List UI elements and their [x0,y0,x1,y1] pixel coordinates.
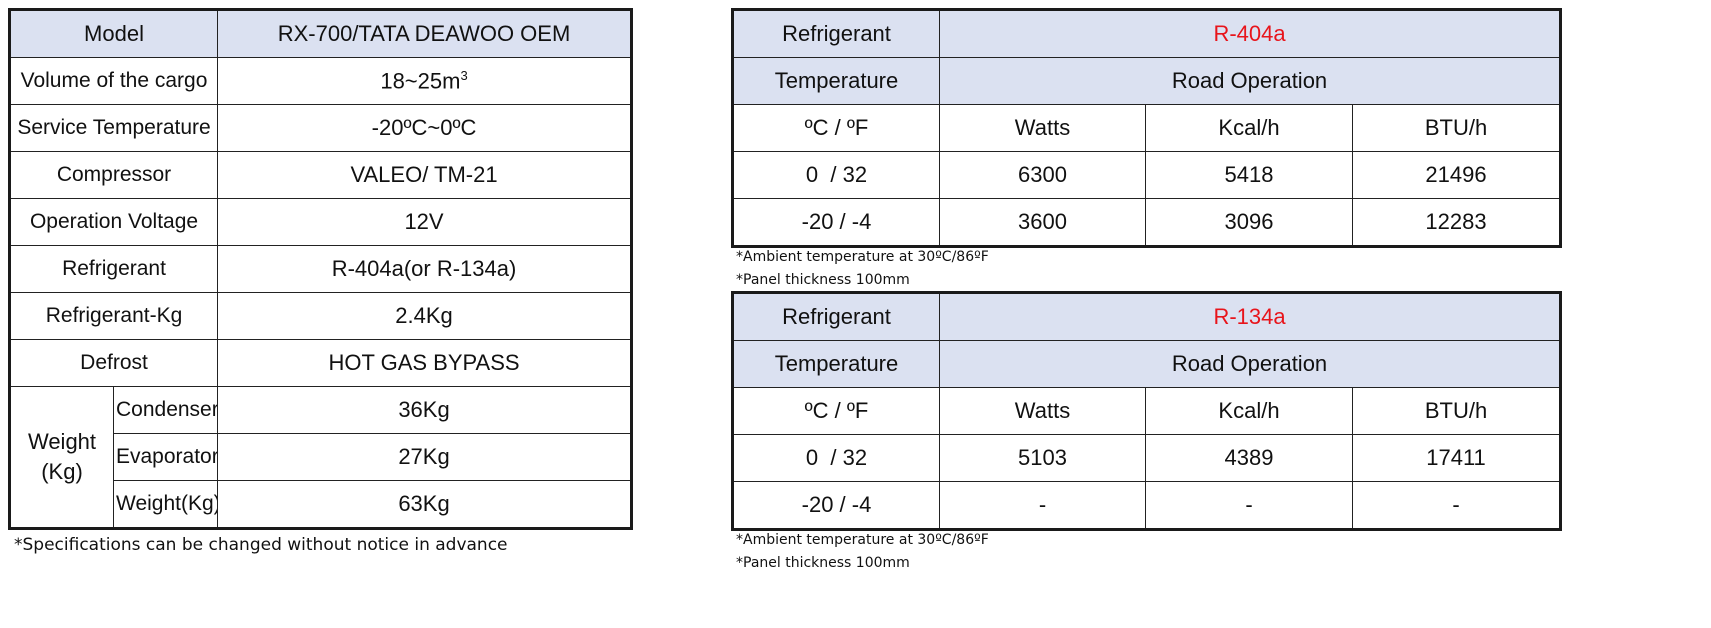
refrigerant-label: Refrigerant [733,293,940,341]
weight-unit-label: (Kg) [41,459,83,484]
temperature-label: Temperature [733,340,940,388]
spec-label: Defrost [9,339,219,387]
table-cell: 5103 [939,434,1146,482]
spec-value: 18~25m3 [217,57,632,105]
table-row: -20 / -4 3600 3096 12283 [733,198,1561,246]
table-cell: 4389 [1145,434,1353,482]
table-row: -20 / -4 - - - [733,481,1561,529]
column-header: BTU/h [1351,387,1561,435]
panel-footnote: *Panel thickness 100mm [736,555,910,571]
road-operation-label: Road Operation [938,57,1561,105]
spec-label: Refrigerant-Kg [9,292,219,340]
spec-value: VALEO/ TM-21 [217,151,632,199]
weight-value: 63Kg [217,480,632,528]
refrigerant-row: Refrigerant R-134a [733,293,1561,341]
weight-sub-label: Condenser [112,386,219,434]
column-header: ºC / ºF [733,104,940,152]
column-header: BTU/h [1351,104,1561,152]
weight-group-label: Weight (Kg) [10,386,114,528]
panel-footnote: *Panel thickness 100mm [736,272,910,288]
refrigerant-row: Refrigerant R-404a [733,10,1561,58]
refrigerant-value: R-134a [938,293,1561,341]
column-header: Watts [939,104,1146,152]
spec-table: Model RX-700/TATA DEAWOO OEM Volume of t… [7,8,634,530]
weight-sub-label: Weight(Kg) [112,480,219,528]
column-header: ºC / ºF [733,387,940,435]
spec-footnote: *Specifications can be changed without n… [14,535,508,555]
spec-row-model: Model RX-700/TATA DEAWOO OEM [9,10,632,58]
weight-row: Evaporator 27Kg [11,433,632,481]
spec-row: Service Temperature -20ºC~0ºC [9,104,632,152]
ambient-footnote: *Ambient temperature at 30ºC/86ºF [736,532,989,548]
spec-value: HOT GAS BYPASS [217,339,632,387]
table-row: 0 / 32 6300 5418 21496 [733,151,1561,199]
table-cell: -20 / -4 [733,481,940,529]
spec-row: Compressor VALEO/ TM-21 [9,151,632,199]
table-cell: - [939,481,1146,529]
temperature-label: Temperature [733,57,940,105]
column-header: Kcal/h [1145,387,1353,435]
table-row: 0 / 32 5103 4389 17411 [733,434,1561,482]
spec-row: Operation Voltage 12V [9,198,632,246]
table-cell: - [1145,481,1353,529]
road-operation-label: Road Operation [938,340,1561,388]
spec-label: Volume of the cargo [9,57,219,105]
spec-row: Refrigerant-Kg 2.4Kg [9,292,632,340]
spec-value: R-404a(or R-134a) [217,245,632,293]
table-cell: -20 / -4 [733,198,940,246]
weight-value: 36Kg [217,386,632,434]
weight-label: Weight [27,429,97,454]
column-header-row: ºC / ºF Watts Kcal/h BTU/h [733,387,1561,435]
performance-table-r404a: Refrigerant R-404a Temperature Road Oper… [730,8,1563,248]
spec-label: Operation Voltage [9,198,219,246]
table-cell: 12283 [1351,198,1561,246]
table-cell: 6300 [939,151,1146,199]
spec-row: Volume of the cargo 18~25m3 [9,57,632,105]
spec-label: Compressor [9,151,219,199]
spec-label: Refrigerant [9,245,219,293]
table-cell: 5418 [1145,151,1353,199]
refrigerant-label: Refrigerant [733,10,940,58]
ambient-footnote: *Ambient temperature at 30ºC/86ºF [736,249,989,265]
spec-row: Refrigerant R-404a(or R-134a) [9,245,632,293]
performance-table-r134a: Refrigerant R-134a Temperature Road Oper… [730,291,1563,531]
weight-sub-label: Evaporator [112,433,219,481]
table-cell: - [1351,481,1561,529]
weight-row: Weight(Kg) 63Kg [11,480,632,528]
weight-value: 27Kg [217,433,632,481]
table-cell: 0 / 32 [733,434,940,482]
spec-value: 2.4Kg [217,292,632,340]
table-cell: 21496 [1351,151,1561,199]
spec-label: Service Temperature [9,104,219,152]
temperature-row: Temperature Road Operation [733,57,1561,105]
table-cell: 3096 [1145,198,1353,246]
table-cell: 17411 [1351,434,1561,482]
column-header-row: ºC / ºF Watts Kcal/h BTU/h [733,104,1561,152]
temperature-row: Temperature Road Operation [733,340,1561,388]
refrigerant-value: R-404a [938,10,1561,58]
spec-value: 12V [217,198,632,246]
spec-row: Defrost HOT GAS BYPASS [9,339,632,387]
weight-row: Weight (Kg) Condenser 36Kg [10,386,632,528]
table-cell: 0 / 32 [733,151,940,199]
model-label: Model [9,10,219,58]
spec-value: -20ºC~0ºC [217,104,632,152]
table-cell: 3600 [939,198,1146,246]
model-value: RX-700/TATA DEAWOO OEM [217,10,632,58]
column-header: Kcal/h [1145,104,1353,152]
column-header: Watts [939,387,1146,435]
